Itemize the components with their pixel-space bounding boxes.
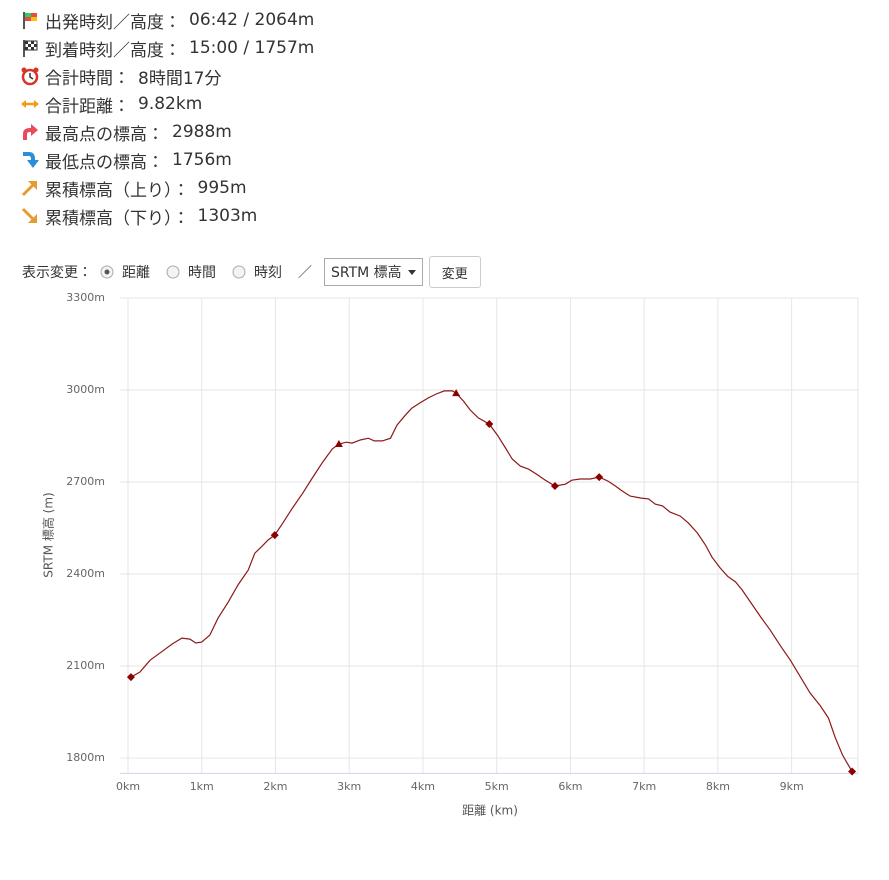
summary-label: 累積標高（上り）： — [45, 180, 190, 201]
radio-option[interactable]: 時刻 — [232, 262, 282, 282]
summary-row: 合計時間： 8時間17分 — [20, 62, 314, 90]
summary-icon — [21, 100, 39, 108]
y-tick-label: 2700m — [66, 475, 105, 488]
waypoint-marker — [270, 531, 279, 540]
radio-button — [100, 265, 114, 279]
radio-label: 時刻 — [254, 265, 282, 281]
x-tick-label: 0km — [116, 780, 140, 793]
radio-button — [232, 265, 246, 279]
summary-label: 合計距離： — [45, 96, 130, 117]
summary-row: 最高点の標高： 2988m — [20, 118, 314, 146]
x-tick-label: 9km — [780, 780, 804, 793]
x-tick-label: 7km — [632, 780, 656, 793]
waypoint-marker — [334, 439, 343, 447]
summary-label: 到着時刻／高度： — [45, 40, 181, 61]
select-arrow — [407, 270, 416, 275]
elevation-line — [130, 390, 853, 772]
summary-icon — [23, 124, 38, 140]
y-tick-label: 2100m — [66, 659, 105, 672]
summary: 出発時刻／高度： 06:42 / 2064m 到着時刻／高度： 15:00 / 175… — [20, 6, 314, 230]
x-tick-label: 6km — [558, 780, 582, 793]
summary-value: 2988m — [172, 122, 232, 142]
summary-label: 最低点の標高： — [45, 152, 164, 173]
summary-icon — [23, 152, 39, 168]
controls-label: 表示変更： — [22, 265, 92, 281]
summary-row: 出発時刻／高度： 06:42 / 2064m — [20, 6, 314, 34]
radio-label: 距離 — [122, 265, 150, 281]
summary-label: 最高点の標高： — [45, 124, 164, 145]
waypoint-marker — [848, 767, 857, 776]
y-tick-label: 3000m — [66, 383, 105, 396]
summary-icon — [21, 181, 37, 197]
x-axis-title: 距離 (km) — [462, 804, 518, 818]
controls: 表示変更： 距離 時間 時刻 ／ SRTM 標高 変更 — [22, 256, 481, 288]
waypoint-marker — [485, 420, 494, 429]
summary-label: 合計時間： — [45, 68, 130, 89]
waypoint-marker — [126, 673, 135, 682]
waypoint-marker — [595, 473, 604, 482]
summary-label: 累積標高（下り）： — [45, 208, 190, 229]
summary-value: 8時間17分 — [138, 68, 222, 89]
summary-icon — [23, 40, 38, 57]
summary-row: 到着時刻／高度： 15:00 / 1757m — [20, 34, 314, 62]
radio-label: 時間 — [188, 265, 216, 281]
x-tick-label: 1km — [190, 780, 214, 793]
waypoint-marker — [550, 482, 559, 491]
x-tick-label: 2km — [263, 780, 287, 793]
summary-row: 最低点の標高： 1756m — [20, 146, 314, 174]
summary-value: 9.82km — [138, 94, 203, 114]
separator: ／ — [298, 265, 312, 281]
summary-value: 15:00 / 1757m — [189, 38, 315, 58]
radio-option[interactable]: 距離 — [100, 262, 150, 282]
waypoint-marker — [452, 389, 461, 397]
summary-icon — [23, 12, 37, 29]
select[interactable]: SRTM 標高 — [324, 258, 423, 286]
summary-value: 06:42 / 2064m — [189, 10, 315, 30]
x-tick-label: 8km — [706, 780, 730, 793]
radio-option[interactable]: 時間 — [166, 262, 216, 282]
summary-row: 合計距離： 9.82km — [20, 90, 314, 118]
summary-row: 累積標高（下り）： 1303m — [20, 202, 314, 230]
y-tick-label: 1800m — [66, 751, 105, 764]
y-axis-title: SRTM 標高 (m) — [42, 492, 56, 577]
change-button[interactable]: 変更 — [428, 256, 481, 288]
radio-group: 距離 時間 時刻 — [100, 262, 298, 282]
x-tick-label: 5km — [485, 780, 509, 793]
radio-button — [166, 265, 180, 279]
x-tick-label: 3km — [337, 780, 361, 793]
summary-label: 出発時刻／高度： — [45, 12, 181, 33]
summary-icon — [21, 67, 39, 86]
summary-value: 1756m — [172, 150, 232, 170]
summary-row: 累積標高（上り）： 995m — [20, 174, 314, 202]
summary-value: 995m — [197, 178, 247, 198]
x-tick-label: 4km — [411, 780, 435, 793]
y-tick-label: 2400m — [66, 567, 105, 580]
select-value: SRTM 標高 — [331, 265, 402, 281]
summary-value: 1303m — [197, 206, 258, 226]
y-tick-label: 3300m — [66, 291, 105, 304]
summary-icon — [21, 207, 37, 223]
